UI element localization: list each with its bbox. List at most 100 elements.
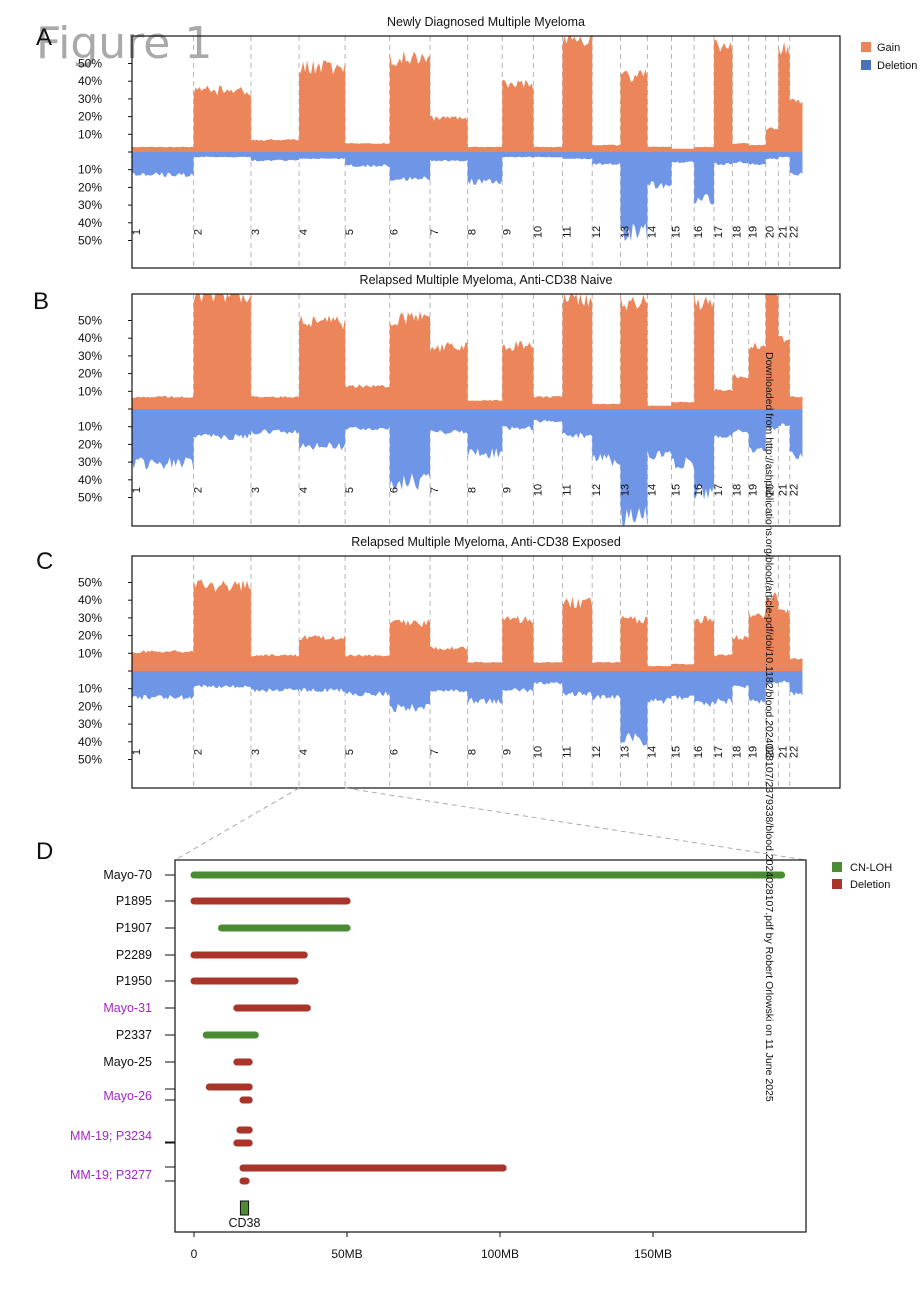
chromosome-label-11: 11	[561, 746, 573, 757]
chromosome-label-22: 22	[789, 484, 801, 496]
chromosome-label-19: 19	[748, 484, 760, 496]
cd38-marker	[239, 1200, 250, 1216]
zoom-connector-left	[174, 787, 300, 861]
ytick-label-gain-4: 40%	[78, 74, 102, 88]
chromosome-label-14: 14	[646, 484, 658, 496]
chromosome-label-10: 10	[532, 484, 544, 496]
chromosome-label-1: 1	[131, 487, 143, 493]
ytick-label-gain-2: 20%	[78, 110, 102, 124]
legend-deletion-label: Deletion	[877, 60, 917, 72]
chromosome-label-1: 1	[131, 749, 143, 755]
chromosome-label-8: 8	[467, 749, 479, 755]
panel-letter-c: C	[36, 548, 54, 575]
ytick-label-deletion-5: 50%	[78, 491, 102, 505]
ytick-label-gain-5: 50%	[78, 576, 102, 590]
gain-series-area	[132, 36, 803, 152]
zoom-connector-right	[345, 787, 807, 861]
chromosome-label-20: 20	[765, 484, 777, 496]
chromosome-label-6: 6	[389, 229, 401, 235]
chromosome-label-16: 16	[693, 746, 705, 758]
chromosome-label-9: 9	[501, 229, 513, 235]
panel-c: 1 2 3 4 5 6 7 8 9 10 11 12 13 14 15 16 17 18 19 20 21 22	[128, 555, 841, 789]
ytick-label-deletion-1: 10%	[78, 682, 102, 696]
sample-label-mm-19-p3277: MM-19; P3277	[70, 1168, 152, 1182]
sample-label-p1950: P1950	[116, 974, 152, 988]
sample-label-mayo-70: Mayo-70	[103, 868, 152, 882]
xtick-label-1: 50MB	[331, 1247, 362, 1261]
gain-series-area	[132, 294, 803, 409]
ytick-label-deletion-3: 30%	[78, 455, 102, 469]
panel-letter-d: D	[36, 838, 54, 865]
chromosome-label-13: 13	[620, 226, 632, 238]
deletion-series-area	[132, 409, 803, 526]
chromosome-label-17: 17	[713, 484, 725, 496]
chromosome-label-14: 14	[646, 746, 658, 758]
ytick-label-gain-3: 30%	[78, 611, 102, 625]
ytick-label-deletion-3: 30%	[78, 198, 102, 212]
chromosome-label-10: 10	[532, 226, 544, 238]
chromosome-label-2: 2	[193, 229, 205, 235]
ytick-label-deletion-4: 40%	[78, 473, 102, 487]
chromosome-label-15: 15	[670, 746, 682, 758]
deletion-series-area	[132, 152, 803, 242]
ytick-label-gain-5: 50%	[78, 314, 102, 328]
chromosome-label-22: 22	[789, 746, 801, 758]
panel-frame-c	[131, 555, 841, 789]
gain-series-area	[132, 579, 803, 671]
xtick-label-0: 0	[191, 1247, 198, 1261]
chromosome-label-12: 12	[591, 746, 603, 758]
chromosome-label-12: 12	[591, 484, 603, 496]
chromosome-label-12: 12	[591, 226, 603, 238]
chromosome-label-16: 16	[693, 226, 705, 238]
ytick-label-deletion-3: 30%	[78, 717, 102, 731]
legend-cnloh-label: CN-LOH	[850, 862, 892, 874]
chromosome-label-3: 3	[250, 229, 262, 235]
ytick-label-deletion-1: 10%	[78, 163, 102, 177]
ytick-label-gain-3: 30%	[78, 92, 102, 106]
chromosome-label-11: 11	[561, 226, 573, 237]
sample-label-mm-19-p3234: MM-19; P3234	[70, 1129, 152, 1143]
panel-title-a: Newly Diagnosed Multiple Myeloma	[387, 15, 585, 29]
panel-title-c: Relapsed Multiple Myeloma, Anti-CD38 Exp…	[351, 535, 621, 549]
chromosome-label-18: 18	[731, 484, 743, 496]
chromosome-label-13: 13	[620, 746, 632, 758]
chromosome-label-19: 19	[748, 226, 760, 238]
sample-label-p2289: P2289	[116, 948, 152, 962]
chromosome-label-19: 19	[748, 746, 760, 758]
legend-gain-label: Gain	[877, 42, 900, 54]
panel-title-b: Relapsed Multiple Myeloma, Anti-CD38 Nai…	[360, 273, 613, 287]
legend-cnloh-swatch	[832, 862, 842, 872]
ytick-label-deletion-4: 40%	[78, 216, 102, 230]
ytick-label-deletion-1: 10%	[78, 420, 102, 434]
chromosome-label-4: 4	[298, 229, 310, 235]
ytick-label-deletion-5: 50%	[78, 234, 102, 248]
chromosome-label-21: 21	[777, 746, 789, 758]
chromosome-label-9: 9	[501, 487, 513, 493]
chromosome-label-18: 18	[731, 226, 743, 238]
download-watermark: Downloaded from http://ashpublications.o…	[763, 352, 775, 1102]
panel-letter-b: B	[33, 288, 50, 315]
ytick-label-deletion-2: 20%	[78, 180, 102, 194]
ytick-label-gain-4: 40%	[78, 331, 102, 345]
sample-label-mayo-26: Mayo-26	[103, 1089, 152, 1103]
chromosome-label-18: 18	[731, 746, 743, 758]
sample-label-p1907: P1907	[116, 921, 152, 935]
chromosome-label-4: 4	[298, 487, 310, 493]
chromosome-label-8: 8	[467, 487, 479, 493]
chromosome-label-21: 21	[777, 226, 789, 238]
ytick-label-deletion-5: 50%	[78, 753, 102, 767]
legend-gain-swatch	[861, 42, 871, 52]
panel-frame-b	[131, 293, 841, 527]
chromosome-label-11: 11	[561, 484, 573, 495]
ytick-label-gain-1: 10%	[78, 384, 102, 398]
ytick-label-deletion-2: 20%	[78, 437, 102, 451]
chromosome-label-8: 8	[467, 229, 479, 235]
chromosome-label-15: 15	[670, 484, 682, 496]
chromosome-label-21: 21	[777, 484, 789, 496]
chromosome-label-9: 9	[501, 749, 513, 755]
xtick-label-3: 150MB	[634, 1247, 672, 1261]
chromosome-label-17: 17	[713, 746, 725, 758]
sample-label-mayo-25: Mayo-25	[103, 1055, 152, 1069]
legend-del-swatch	[832, 879, 842, 889]
